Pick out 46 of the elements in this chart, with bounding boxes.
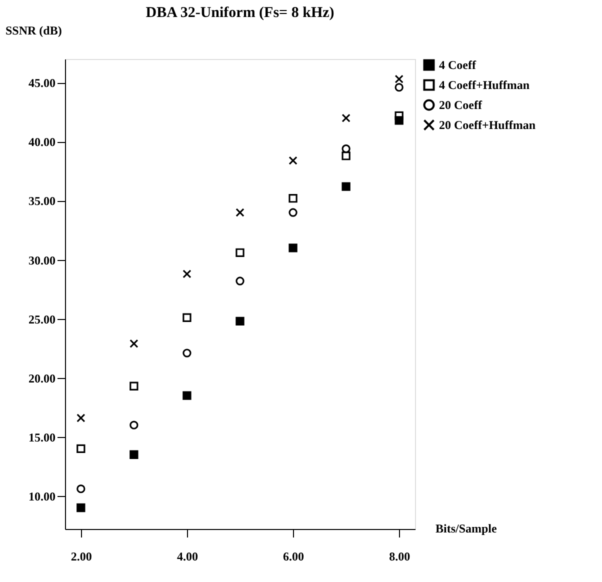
legend-label: 4 Coeff+Huffman	[439, 78, 530, 92]
point	[236, 276, 244, 286]
point	[288, 208, 298, 217]
point	[76, 484, 86, 494]
x-tick-label: 6.00	[283, 550, 304, 564]
point	[182, 313, 192, 322]
point	[394, 111, 404, 120]
y-tick-label: 20.00	[28, 371, 56, 386]
y-axis-title: SSNR (dB)	[6, 24, 62, 38]
y-tick-label: 30.00	[28, 253, 56, 268]
point	[236, 208, 244, 217]
point	[182, 348, 192, 358]
x-tick-label: 2.00	[70, 550, 92, 564]
point	[130, 450, 138, 459]
legend-label: 20 Coeff+Huffman	[439, 118, 536, 132]
y-tick-label: 25.00	[28, 312, 56, 326]
point	[182, 270, 192, 278]
point	[288, 156, 298, 165]
x-tick-label: 4.00	[176, 550, 198, 564]
point	[342, 152, 350, 160]
point	[182, 391, 192, 400]
point	[394, 74, 404, 84]
point	[76, 444, 86, 454]
point	[288, 244, 298, 252]
legend-label: 20 Coeff	[439, 98, 483, 112]
y-tick-label: 45.00	[28, 76, 56, 90]
point	[76, 503, 86, 512]
y-tick-label: 15.00	[28, 430, 56, 444]
y-tick-label: 35.00	[28, 194, 56, 208]
point	[130, 339, 138, 348]
point	[130, 420, 138, 430]
point	[130, 382, 138, 390]
point	[342, 114, 350, 122]
point	[342, 144, 350, 154]
point	[288, 194, 298, 203]
y-tick-label: 10.00	[28, 489, 56, 504]
point	[76, 414, 86, 422]
x-axis-title: Bits/Sample	[436, 522, 498, 536]
chart-title: DBA 32-Uniform (Fs= 8 kHz)	[146, 5, 334, 21]
legend-label: 4 Coeff	[439, 58, 477, 72]
point	[236, 316, 244, 326]
x-tick-label: 8.00	[389, 550, 410, 564]
y-tick-label: 40.00	[28, 135, 56, 150]
point	[236, 248, 244, 258]
point	[342, 182, 350, 191]
point	[394, 83, 404, 92]
